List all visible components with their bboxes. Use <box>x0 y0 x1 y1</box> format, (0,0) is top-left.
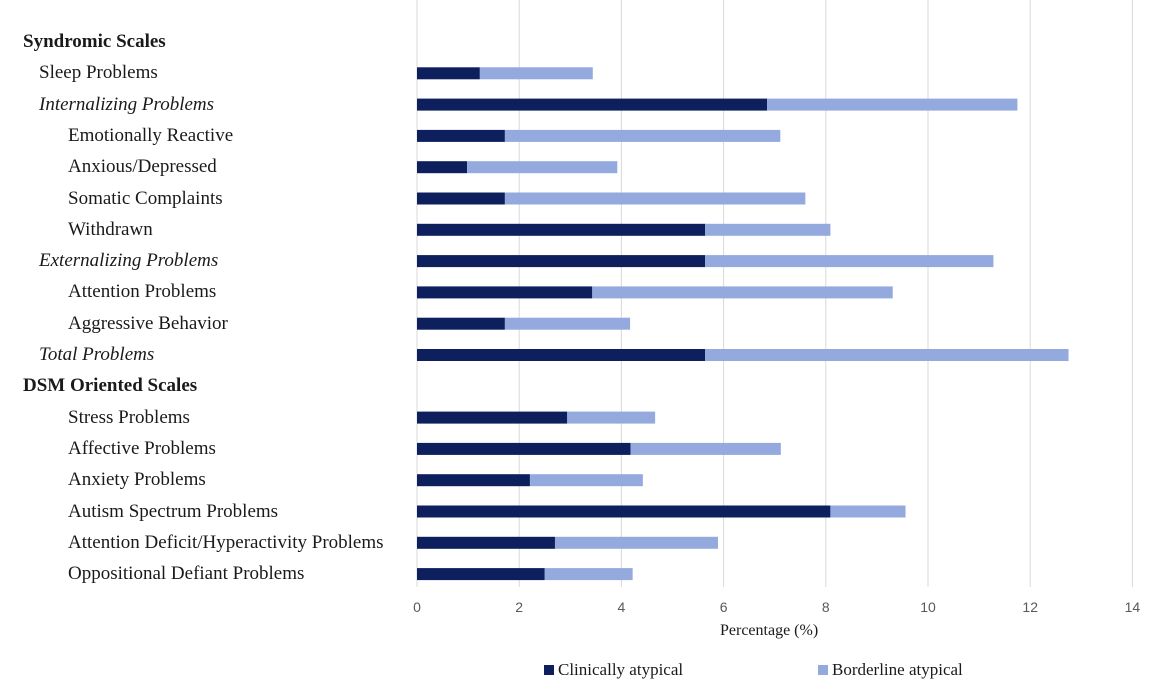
category-label: Externalizing Problems <box>39 250 219 272</box>
legend-item: Borderline atypical <box>818 660 963 680</box>
bar-clinically-atypical <box>417 98 768 111</box>
category-label: Attention Deficit/Hyperactivity Problems <box>68 531 384 553</box>
bar-borderline-atypical <box>479 67 593 80</box>
bar-borderline-atypical <box>767 98 1018 111</box>
bar-clinically-atypical <box>417 317 505 330</box>
x-tick-label: 2 <box>515 599 523 615</box>
bar-borderline-atypical <box>567 411 656 424</box>
bar-clinically-atypical <box>417 129 505 142</box>
category-label: Stress Problems <box>68 406 190 428</box>
bar-clinically-atypical <box>417 474 530 487</box>
bar-borderline-atypical <box>592 286 893 299</box>
x-tick-label: 8 <box>822 599 830 615</box>
x-tick-label: 4 <box>618 599 626 615</box>
x-tick-label: 12 <box>1022 599 1038 615</box>
category-label: Affective Problems <box>68 437 216 459</box>
bar-borderline-atypical <box>705 349 1069 361</box>
category-label: Withdrawn <box>68 218 153 240</box>
category-label: Anxious/Depressed <box>68 156 217 178</box>
bar-borderline-atypical <box>529 474 643 487</box>
category-label: Autism Spectrum Problems <box>68 500 279 522</box>
bar-borderline-atypical <box>467 161 618 174</box>
legend-label: Clinically atypical <box>558 660 684 679</box>
bar-clinically-atypical <box>417 411 568 424</box>
legend-item: Clinically atypical <box>544 660 683 680</box>
bar-borderline-atypical <box>705 255 994 268</box>
x-tick-label: 0 <box>413 599 421 615</box>
bar-clinically-atypical <box>417 568 545 581</box>
bar-clinically-atypical <box>417 442 631 455</box>
category-label: Aggressive Behavior <box>68 312 228 334</box>
x-axis-label: Percentage (%) <box>720 622 819 639</box>
bar-borderline-atypical <box>830 505 906 518</box>
category-label: Attention Problems <box>68 281 217 303</box>
bar-clinically-atypical <box>417 505 831 518</box>
category-label: Total Problems <box>39 344 155 365</box>
x-tick-label: 14 <box>1125 599 1141 615</box>
legend-swatch <box>544 665 554 675</box>
bar-clinically-atypical <box>417 349 706 361</box>
category-label: Internalizing Problems <box>39 93 215 115</box>
bar-borderline-atypical <box>544 568 633 581</box>
bar-clinically-atypical <box>417 67 480 80</box>
category-label: Somatic Complaints <box>68 187 223 209</box>
bar-clinically-atypical <box>417 192 505 205</box>
category-label: Sleep Problems <box>39 62 158 84</box>
bar-borderline-atypical <box>504 192 806 205</box>
bar-borderline-atypical <box>504 317 631 330</box>
category-label: DSM Oriented Scales <box>23 375 198 397</box>
category-label: Syndromic Scales <box>23 31 166 52</box>
bar-clinically-atypical <box>417 255 706 268</box>
bar-borderline-atypical <box>554 536 718 549</box>
bar-borderline-atypical <box>504 129 781 142</box>
bar-borderline-atypical <box>705 223 831 236</box>
category-label: Emotionally Reactive <box>68 124 234 146</box>
bar-clinically-atypical <box>417 536 555 549</box>
bar-clinically-atypical <box>417 223 706 236</box>
category-label: Oppositional Defiant Problems <box>68 563 305 585</box>
x-tick-label: 6 <box>720 599 728 615</box>
category-label: Anxiety Problems <box>68 469 206 491</box>
bar-clinically-atypical <box>417 161 468 174</box>
bar-borderline-atypical <box>630 442 781 455</box>
bar-clinically-atypical <box>417 286 593 299</box>
legend-swatch <box>818 665 828 675</box>
x-tick-label: 10 <box>920 599 936 615</box>
legend-label: Borderline atypical <box>832 660 963 679</box>
